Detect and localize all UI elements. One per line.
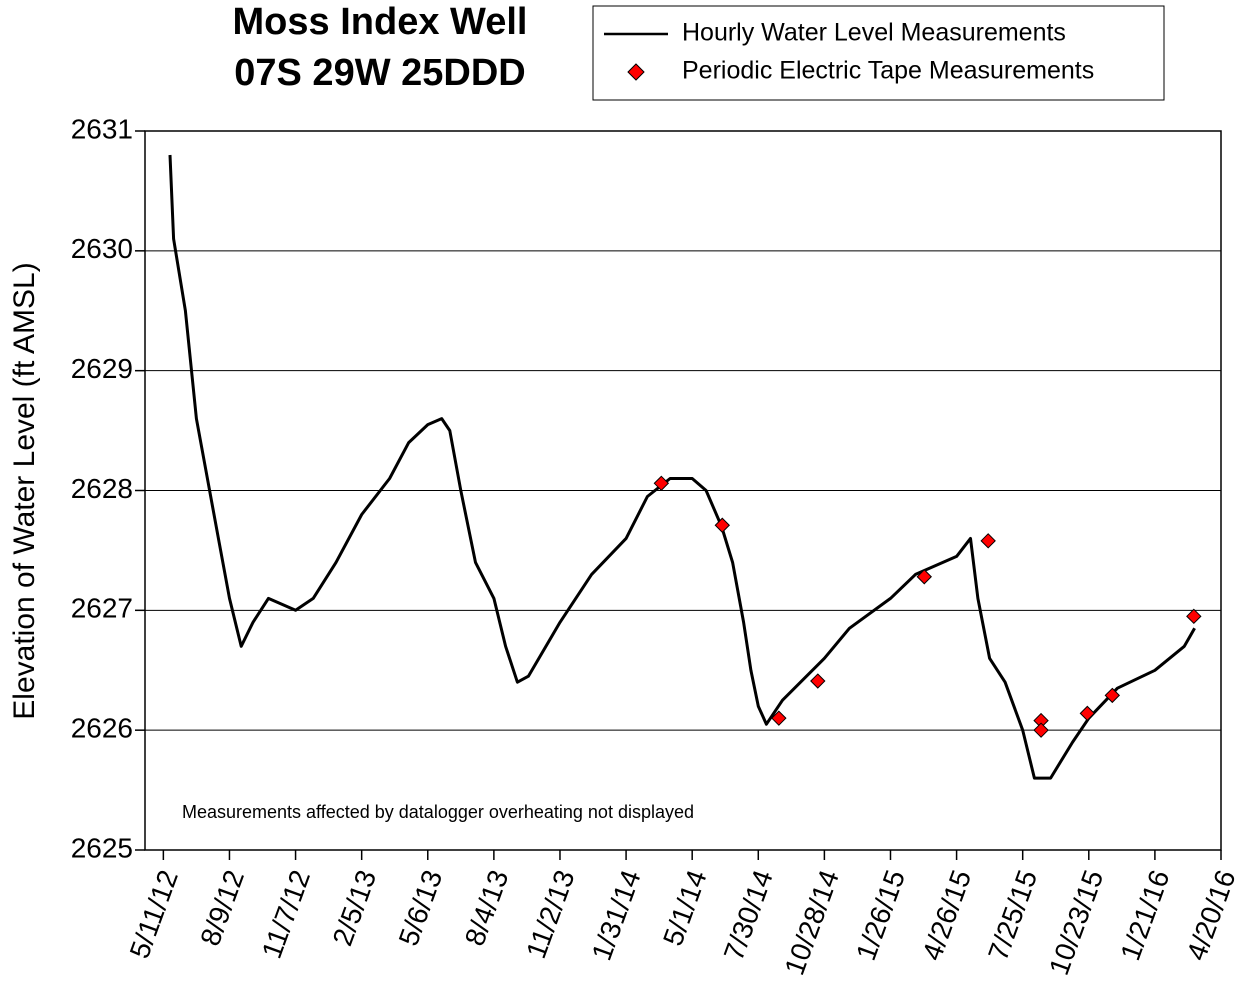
- x-tick-label: 11/2/13: [520, 866, 580, 962]
- tape-marker: [980, 533, 996, 549]
- tape-marker: [810, 673, 826, 689]
- x-tick-label: 5/6/13: [393, 866, 449, 950]
- y-axis-label: Elevation of Water Level (ft AMSL): [8, 262, 41, 719]
- y-tick-label: 2628: [71, 473, 133, 504]
- tape-marker: [714, 517, 731, 533]
- x-tick-label: 8/9/12: [194, 866, 250, 950]
- x-tick-label: 4/20/16: [1181, 866, 1242, 964]
- plot-frame: [144, 130, 1222, 851]
- x-tick-label: 1/21/16: [1114, 866, 1175, 964]
- annotation: Measurements affected by datalogger over…: [182, 802, 694, 822]
- x-tick-label: 5/1/14: [657, 866, 713, 950]
- y-tick-label: 2629: [71, 353, 133, 384]
- legend-box: [592, 5, 1165, 101]
- x-tick-label: 10/28/14: [779, 866, 845, 979]
- tape-marker: [771, 710, 787, 726]
- y-tick-label: 2630: [71, 233, 133, 264]
- x-tick-label: 1/26/15: [850, 866, 911, 964]
- tape-marker: [916, 569, 932, 585]
- legend-swatch: [627, 63, 645, 81]
- chart-subtitle: 07S 29W 25DDD: [234, 52, 525, 94]
- tape-marker: [653, 475, 670, 492]
- y-tick-label: 2625: [71, 832, 133, 863]
- tape-marker: [1104, 687, 1121, 704]
- water-level-line: [168, 154, 1196, 780]
- tape-marker: [1186, 608, 1202, 625]
- legend-label: Hourly Water Level Measurements: [682, 19, 1066, 47]
- y-tick-label: 2631: [71, 113, 133, 144]
- x-tick-label: 11/7/12: [256, 866, 316, 962]
- x-tick-label: 1/31/14: [586, 866, 647, 964]
- x-tick-label: 7/25/15: [982, 866, 1043, 964]
- y-tick-label: 2627: [71, 593, 133, 624]
- tape-marker: [1079, 705, 1096, 722]
- tape-marker: [1033, 722, 1049, 738]
- x-tick-label: 7/30/14: [718, 866, 779, 964]
- chart-title: Moss Index Well: [233, 1, 528, 43]
- x-tick-label: 10/23/15: [1043, 866, 1109, 979]
- legend-label: Periodic Electric Tape Measurements: [682, 57, 1094, 85]
- x-tick-label: 5/11/12: [124, 866, 184, 962]
- x-tick-label: 8/4/13: [459, 866, 515, 950]
- y-tick-label: 2626: [71, 713, 133, 744]
- x-tick-label: 4/26/15: [916, 866, 977, 964]
- x-tick-label: 2/5/13: [326, 866, 382, 950]
